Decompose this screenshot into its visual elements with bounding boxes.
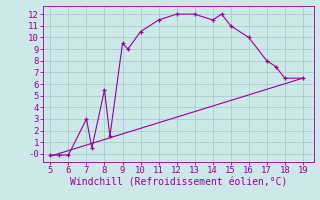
X-axis label: Windchill (Refroidissement éolien,°C): Windchill (Refroidissement éolien,°C) [70, 178, 287, 188]
